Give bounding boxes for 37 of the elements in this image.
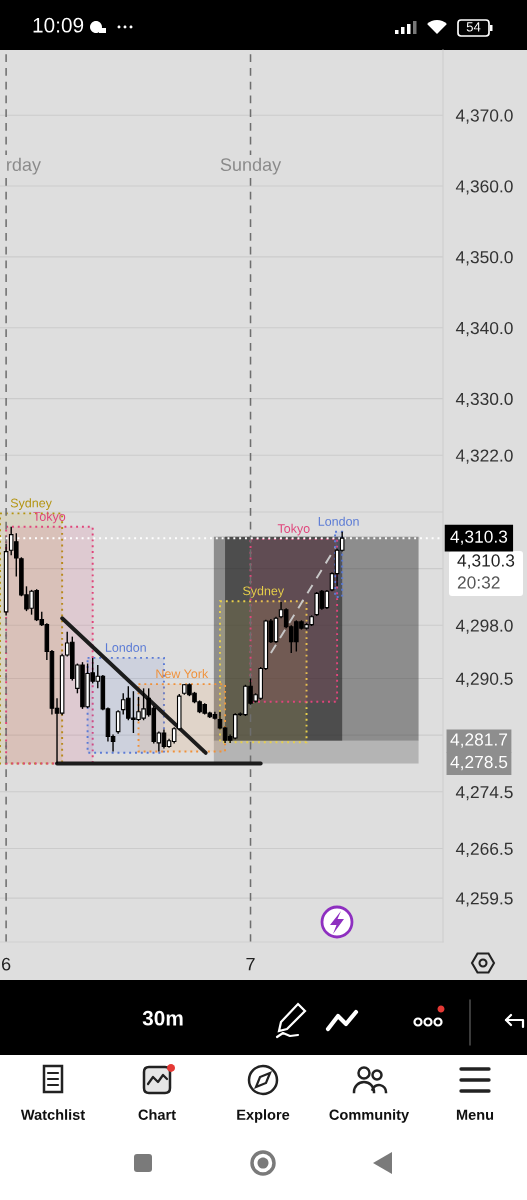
text: 20:32 bbox=[457, 576, 500, 589]
y-tick-label: 4,274.5 bbox=[455, 785, 513, 801]
text: 10:09 bbox=[33, 17, 84, 33]
text: Chart bbox=[138, 1109, 176, 1120]
y-tick-label: 4,298.0 bbox=[455, 619, 513, 634]
candlestick bbox=[314, 591, 320, 617]
series-label: London bbox=[318, 516, 359, 526]
y-tick-label: 4,350.0 bbox=[455, 251, 513, 266]
series-label: London bbox=[105, 642, 146, 652]
series-label: Sydney bbox=[242, 586, 285, 598]
text: Menu bbox=[456, 1109, 494, 1120]
y-tick-label: 4,266.5 bbox=[455, 842, 513, 857]
text: Explore bbox=[237, 1109, 290, 1123]
text: 4,278.5 bbox=[450, 755, 508, 771]
text: Watchlist bbox=[20, 1109, 85, 1120]
text: 4,310.3 bbox=[457, 554, 515, 569]
text: 54 bbox=[466, 22, 481, 32]
text: Community bbox=[329, 1109, 410, 1123]
series-label: Tokyo bbox=[277, 523, 310, 536]
ref-line-label: 4,310.3 bbox=[450, 530, 508, 545]
annotation: Sunday bbox=[220, 157, 282, 175]
x-tick-label: 7 bbox=[246, 957, 255, 971]
series-label: Sydney bbox=[10, 498, 52, 510]
y-tick-label: 4,370.0 bbox=[455, 109, 513, 124]
y-tick-label: 4,330.0 bbox=[455, 392, 513, 408]
text: 30m bbox=[142, 1010, 183, 1026]
y-tick-label: 4,290.5 bbox=[455, 672, 513, 687]
candlestick bbox=[115, 709, 121, 735]
x-tick-label: 6 bbox=[2, 957, 11, 971]
y-tick-label: 4,340.0 bbox=[455, 321, 513, 337]
y-tick-label: 4,360.0 bbox=[455, 180, 513, 195]
y-tick-label: 4,322.0 bbox=[455, 449, 513, 464]
series-label: New York bbox=[156, 668, 209, 679]
series-label: Tokyo bbox=[33, 511, 66, 524]
text: 4,281.7 bbox=[450, 733, 508, 748]
y-tick-label: 4,259.5 bbox=[455, 892, 513, 907]
annotation: rday bbox=[7, 157, 41, 175]
